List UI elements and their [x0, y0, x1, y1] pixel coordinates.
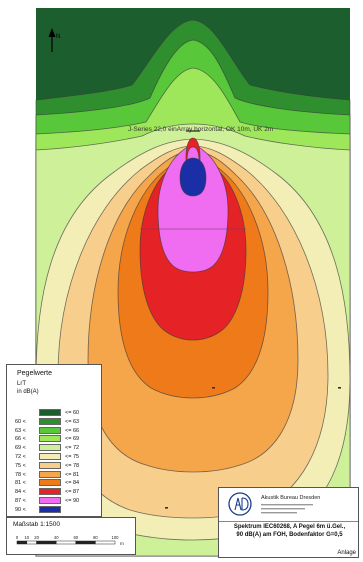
legend-row: 90 < [15, 505, 99, 514]
north-arrow-icon: N [48, 28, 60, 52]
scale-tick-label: 20 [34, 535, 39, 540]
receiver-mark-3 [165, 507, 168, 509]
zone-band-11-9 [157, 145, 229, 273]
legend-row: 69 < <= 72 [15, 444, 99, 452]
scale-unit: m [120, 541, 124, 546]
legend-upper-bound: <= 72 [65, 445, 80, 452]
legend-swatch [39, 505, 61, 513]
legend-swatch [39, 488, 61, 496]
legend-lower-bound: 75 < [15, 462, 26, 469]
legend-swatch [39, 417, 61, 425]
scale-segment [55, 540, 77, 545]
legend-upper-bound: <= 87 [65, 489, 80, 496]
description-line-2: 90 dB(A) am FOH, Bodenfaktor G=0,5 [236, 531, 343, 538]
legend-row: 81 < <= 84 [15, 479, 99, 487]
scale-segment [75, 540, 96, 545]
legend-row: 78 < <= 81 [15, 470, 99, 479]
company-logo-icon [228, 492, 252, 516]
legend-upper-bound: <= 75 [65, 454, 80, 460]
scale-title: Maßstab 1:1500 [13, 521, 60, 528]
legend-lower-bound: 66 < [15, 436, 26, 443]
title-block: Akustik Bureau Dresden Spektrum IEC60268… [218, 487, 359, 558]
scale-tick-label: 60 [73, 535, 78, 540]
legend-lower-bound: 63 < [15, 427, 26, 434]
legend-unit: in dB(A) [17, 389, 39, 395]
legend-row: 75 < <= 78 [15, 461, 99, 470]
scale-segment [95, 540, 116, 545]
company-address-lines [261, 504, 313, 514]
legend-upper-bound: <= 66 [65, 427, 80, 434]
legend-swatch [39, 497, 61, 504]
legend-lower-bound: 87 < [15, 498, 26, 504]
north-label: N [56, 34, 60, 40]
noise-zones [35, 8, 351, 557]
legend-row: 87 < <= 90 [15, 497, 99, 505]
legend-title: Pegelwerte [17, 370, 53, 377]
legend-row: <= 60 [15, 409, 99, 417]
legend-lower-bound: 81 < [15, 480, 26, 487]
legend-panel: Pegelwerte LrT in dB(A) <= 60 60 < <= 63 63… [6, 364, 102, 517]
legend-lower-bound: 60 < [15, 418, 26, 425]
legend-swatch [39, 444, 61, 452]
legend-upper-bound: <= 78 [65, 462, 80, 469]
legend-row: 72 < <= 75 [15, 453, 99, 461]
description-line-1: Spektrum IEC60268, A Pegel 6m ü.Gel., [233, 524, 346, 530]
legend-upper-bound: <= 63 [65, 418, 80, 425]
scale-tick-label: 10 [24, 535, 29, 540]
scale-tick-label: 100 [112, 535, 120, 540]
legend-lower-bound: 84 < [15, 489, 26, 496]
legend-swatch [39, 453, 61, 460]
legend-upper-bound: <= 60 [65, 410, 80, 416]
scale-tick-label: 0 [16, 535, 19, 540]
source-label: J-Series 22,0 einArray horizontal, OK 10… [128, 126, 273, 133]
scale-segment [16, 540, 28, 545]
legend-row: 84 < <= 87 [15, 488, 99, 496]
legend-lower-bound: 90 < [15, 506, 26, 513]
scale-segment [26, 540, 37, 545]
scale-panel: Maßstab 1:1500 0 10 20 40 60 80 100 m [6, 517, 136, 555]
legend-swatch [39, 479, 61, 487]
legend-row: 60 < <= 63 [15, 417, 99, 426]
receiver-mark-2 [338, 387, 341, 389]
legend-swatch [39, 470, 61, 478]
legend-swatch [39, 461, 61, 469]
legend-swatch [39, 409, 61, 416]
title-block-divider [219, 521, 358, 522]
legend-upper-bound: <= 69 [65, 436, 80, 443]
scale-segment [36, 540, 57, 545]
calculation-description: Spektrum IEC60268, A Pegel 6m ü.Gel., 90… [223, 524, 356, 539]
scale-tick-label: 40 [54, 535, 59, 540]
legend-upper-bound: <= 81 [65, 471, 80, 478]
legend-row: 63 < <= 66 [15, 426, 99, 435]
legend-swatch [39, 435, 61, 443]
attachment-label: Anlage [337, 550, 356, 556]
legend-quantity: LrT [17, 381, 26, 387]
legend-lower-bound: 78 < [15, 471, 26, 478]
zone-band-12-12 [179, 157, 207, 197]
legend-swatch [39, 426, 61, 434]
legend-row: 66 < <= 69 [15, 435, 99, 443]
legend-lower-bound: 72 < [15, 454, 26, 460]
company-name: Akustik Bureau Dresden [261, 495, 321, 501]
legend-upper-bound: <= 84 [65, 480, 80, 487]
legend-lower-bound: 69 < [15, 445, 26, 452]
scale-tick-label: 80 [93, 535, 98, 540]
legend-upper-bound: <= 90 [65, 498, 80, 504]
receiver-mark-1 [212, 387, 215, 389]
